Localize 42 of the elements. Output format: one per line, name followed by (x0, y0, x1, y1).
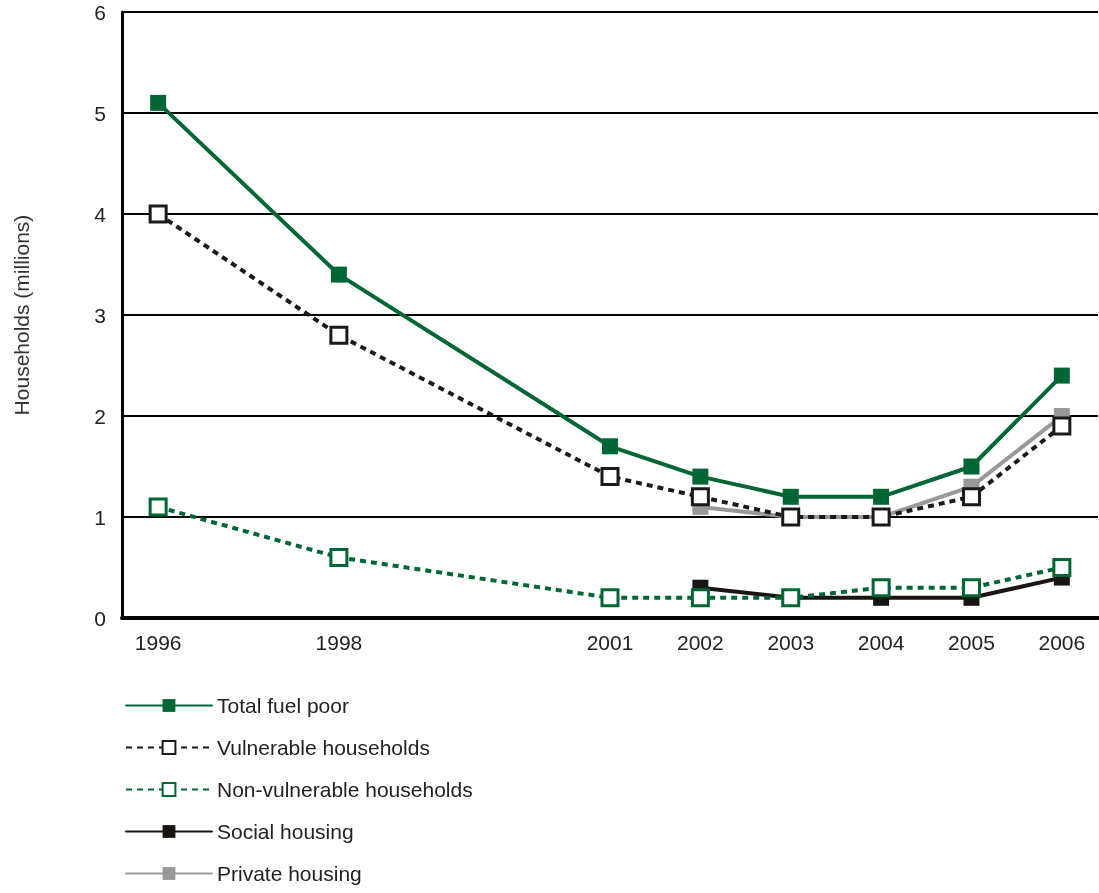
point (1052, 558, 1072, 577)
y-tick-label: 5 (94, 101, 106, 125)
x-tick-label: 1998 (315, 631, 363, 654)
x-tick-label: 2006 (1038, 631, 1086, 654)
point (690, 588, 710, 608)
y-tick-label: 6 (94, 0, 106, 24)
point (150, 94, 167, 111)
x-tick-label: 2002 (677, 631, 724, 654)
point (690, 487, 710, 507)
y-tick-label: 3 (94, 303, 106, 327)
point (1052, 416, 1072, 436)
legend-label: Vulnerable households (217, 736, 430, 759)
point (148, 204, 168, 224)
point (148, 497, 168, 517)
y-axis-title: Households (millions) (10, 214, 33, 416)
point (602, 438, 618, 455)
x-tick-label: 1996 (134, 631, 182, 654)
point (963, 458, 980, 475)
x-tick-label: 2004 (857, 631, 905, 654)
legend-label: Social housing (217, 820, 354, 843)
point (329, 547, 349, 567)
x-tick-label: 2005 (948, 631, 995, 654)
legend-label: Total fuel poor (217, 694, 349, 717)
point (600, 588, 620, 608)
x-tick-label: 2003 (767, 631, 815, 654)
legend-label: Non-vulnerable households (217, 778, 473, 801)
y-tick-label: 0 (94, 606, 106, 630)
legend-label: Private housing (217, 862, 362, 885)
point (330, 266, 347, 283)
point (600, 467, 620, 487)
y-tick-label: 2 (94, 404, 106, 428)
point (329, 325, 349, 345)
y-tick-label: 1 (94, 505, 106, 529)
point (1053, 367, 1070, 384)
point (871, 578, 891, 598)
point (782, 488, 799, 505)
x-tick-label: 2001 (586, 631, 634, 654)
point (873, 488, 890, 505)
point (961, 487, 981, 507)
y-tick-label: 4 (94, 202, 107, 226)
point (692, 468, 709, 485)
point (961, 578, 981, 598)
